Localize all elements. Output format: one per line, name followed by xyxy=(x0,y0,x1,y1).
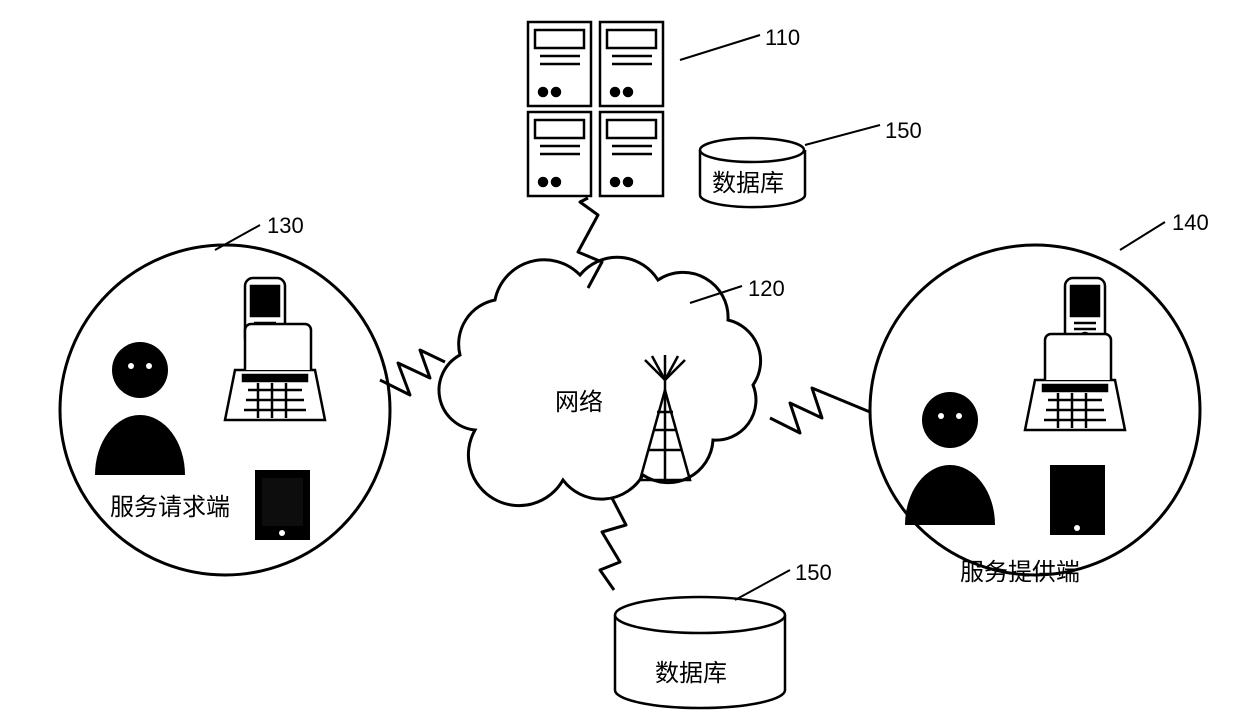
tablet-icon xyxy=(255,470,310,540)
laptop-icon xyxy=(225,324,325,420)
label-database-bottom: 数据库 xyxy=(655,653,727,688)
ref-110: 110 xyxy=(765,25,800,51)
leader-line xyxy=(215,225,260,250)
ref-120: 120 xyxy=(748,276,785,302)
antenna-icon xyxy=(640,355,690,480)
lightning-edges xyxy=(380,198,870,590)
ref-140: 140 xyxy=(1172,210,1209,236)
tablet-icon xyxy=(1050,465,1105,535)
phone-icon xyxy=(1065,278,1105,346)
ref-130: 130 xyxy=(267,213,304,239)
leader-line xyxy=(690,286,742,303)
diagram-svg xyxy=(0,0,1240,725)
requester-ellipse xyxy=(60,245,390,575)
server-stack-icon xyxy=(528,22,663,196)
label-provider: 服务提供端 xyxy=(960,552,1080,587)
leader-line xyxy=(680,35,760,60)
leader-line xyxy=(805,125,880,145)
label-requester: 服务请求端 xyxy=(110,487,230,522)
leader-line xyxy=(1120,222,1165,250)
leader-line xyxy=(735,570,790,600)
person-icon xyxy=(95,342,185,475)
phone-icon xyxy=(245,278,285,346)
person-icon xyxy=(905,392,995,525)
diagram-canvas: 110 150 数据库 120 网络 130 服务请求端 140 服务提供端 1… xyxy=(0,0,1240,725)
label-network: 网络 xyxy=(555,382,603,417)
provider-ellipse xyxy=(870,245,1200,575)
ref-150-top: 150 xyxy=(885,118,922,144)
laptop-icon xyxy=(1025,334,1125,430)
label-database-top: 数据库 xyxy=(712,163,784,198)
ref-150-bottom: 150 xyxy=(795,560,832,586)
